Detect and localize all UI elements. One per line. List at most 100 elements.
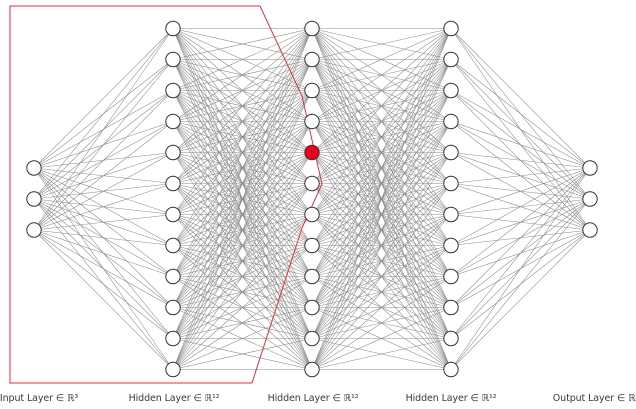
neuron-l1-11 xyxy=(165,361,181,378)
connection-l2-11-7 xyxy=(311,245,452,370)
connection-l0-2-9 xyxy=(33,229,174,308)
layer-label-output: Output Layer ∈ ℝ³ xyxy=(552,393,636,404)
connection-l3-11-0 xyxy=(450,167,591,370)
connection-l2-3-0 xyxy=(311,28,452,122)
connection-l0-2-10 xyxy=(33,229,174,339)
connection-l2-6-0 xyxy=(311,28,452,215)
connection-l0-2-8 xyxy=(33,229,174,277)
connection-l1-4-0 xyxy=(172,28,313,153)
connection-l3-3-0 xyxy=(450,121,591,169)
connection-l2-11-10 xyxy=(311,338,452,370)
connection-l2-11-1 xyxy=(311,59,452,370)
connection-l0-2-7 xyxy=(33,229,174,246)
connection-l1-2-0 xyxy=(172,28,313,91)
connection-l0-2-0 xyxy=(33,28,174,231)
connection-l3-6-0 xyxy=(450,167,591,215)
connection-l1-8-0 xyxy=(172,28,313,277)
neuron-l4-0 xyxy=(582,160,598,176)
connection-l3-8-0 xyxy=(450,167,591,277)
connection-l2-11-0 xyxy=(311,28,452,370)
connection-l2-11-6 xyxy=(311,214,452,370)
connection-l1-11-0 xyxy=(172,28,313,370)
neuron-l2-7 xyxy=(304,237,320,254)
neuron-l3-4 xyxy=(443,144,459,161)
connection-l2-1-0 xyxy=(311,28,452,60)
layer-label-input: Input Layer ∈ ℝ³ xyxy=(0,393,79,404)
layer-label-hidden-3: Hidden Layer ∈ ℝ¹² xyxy=(405,393,497,404)
neuron-l3-11 xyxy=(443,361,459,378)
connection-l0-2-5 xyxy=(33,183,174,231)
connection-l0-2-1 xyxy=(33,59,174,231)
connection-l3-7-0 xyxy=(450,167,591,246)
neuron-l3-2 xyxy=(443,82,459,99)
connection-l1-10-0 xyxy=(172,28,313,339)
connection-l2-11-4 xyxy=(311,152,452,370)
connection-l1-11-2 xyxy=(172,90,313,370)
neuron-l1-5 xyxy=(165,175,181,192)
neuron-l2-5 xyxy=(304,175,320,192)
connection-l2-11-5 xyxy=(311,183,452,370)
neuron-l2-0 xyxy=(304,20,320,37)
connection-l3-4-0 xyxy=(450,152,591,169)
connection-l3-0-0 xyxy=(450,28,591,169)
neuron-l2-9 xyxy=(304,299,320,316)
neuron-l0-0 xyxy=(26,160,42,176)
neuron-l1-10 xyxy=(165,330,181,347)
connection-l2-9-0 xyxy=(311,28,452,308)
connection-l3-1-0 xyxy=(450,59,591,169)
connection-l3-11-1 xyxy=(450,198,591,370)
neuron-l3-3 xyxy=(443,113,459,130)
neuron-l2-6 xyxy=(304,206,320,223)
neuron-l3-10 xyxy=(443,330,459,347)
connection-l0-2-4 xyxy=(33,152,174,231)
neuron-l1-3 xyxy=(165,113,181,130)
neuron-l3-0 xyxy=(443,20,459,37)
neuron-l1-1 xyxy=(165,51,181,68)
connection-l1-5-0 xyxy=(172,28,313,184)
connection-l0-0-0 xyxy=(33,28,174,169)
neuron-l3-5 xyxy=(443,175,459,192)
neuron-l1-6 xyxy=(165,206,181,223)
connections-group xyxy=(33,28,591,370)
neuron-l3-9 xyxy=(443,299,459,316)
connection-l2-2-0 xyxy=(311,28,452,91)
neuron-l1-2 xyxy=(165,82,181,99)
connection-l2-11-3 xyxy=(311,121,452,370)
connection-l1-9-0 xyxy=(172,28,313,308)
connection-l3-2-0 xyxy=(450,90,591,169)
connection-l3-11-2 xyxy=(450,229,591,370)
neuron-l3-8 xyxy=(443,268,459,285)
connection-l3-9-0 xyxy=(450,167,591,308)
neuron-l2-1 xyxy=(304,51,320,68)
connection-l1-11-8 xyxy=(172,276,313,370)
neuron-l1-7 xyxy=(165,237,181,254)
connection-l2-7-0 xyxy=(311,28,452,246)
connection-l1-7-0 xyxy=(172,28,313,246)
neuron-l2-11 xyxy=(304,361,320,378)
connection-l0-2-3 xyxy=(33,121,174,231)
connection-l2-5-0 xyxy=(311,28,452,184)
connection-l0-1-0 xyxy=(33,28,174,200)
receptive-field-outline xyxy=(9,5,323,384)
neuron-l1-8 xyxy=(165,268,181,285)
highlighted-neuron xyxy=(304,144,320,161)
connection-l1-11-9 xyxy=(172,307,313,370)
neurons-group xyxy=(26,20,598,378)
neuron-l2-3 xyxy=(304,113,320,130)
connection-l2-11-9 xyxy=(311,307,452,370)
connection-l1-3-0 xyxy=(172,28,313,122)
neuron-l4-2 xyxy=(582,222,598,238)
connection-l2-10-0 xyxy=(311,28,452,339)
connection-l2-8-0 xyxy=(311,28,452,277)
connection-l3-10-0 xyxy=(450,167,591,339)
connection-l0-2-2 xyxy=(33,90,174,231)
layer-label-hidden-1: Hidden Layer ∈ ℝ¹² xyxy=(128,393,220,404)
highlight-outline-group xyxy=(9,5,323,384)
neuron-l3-6 xyxy=(443,206,459,223)
connection-l1-11-4 xyxy=(172,152,313,370)
neuron-l2-2 xyxy=(304,82,320,99)
neuron-l4-1 xyxy=(582,191,598,207)
neuron-l3-7 xyxy=(443,237,459,254)
neuron-l0-1 xyxy=(26,191,42,207)
